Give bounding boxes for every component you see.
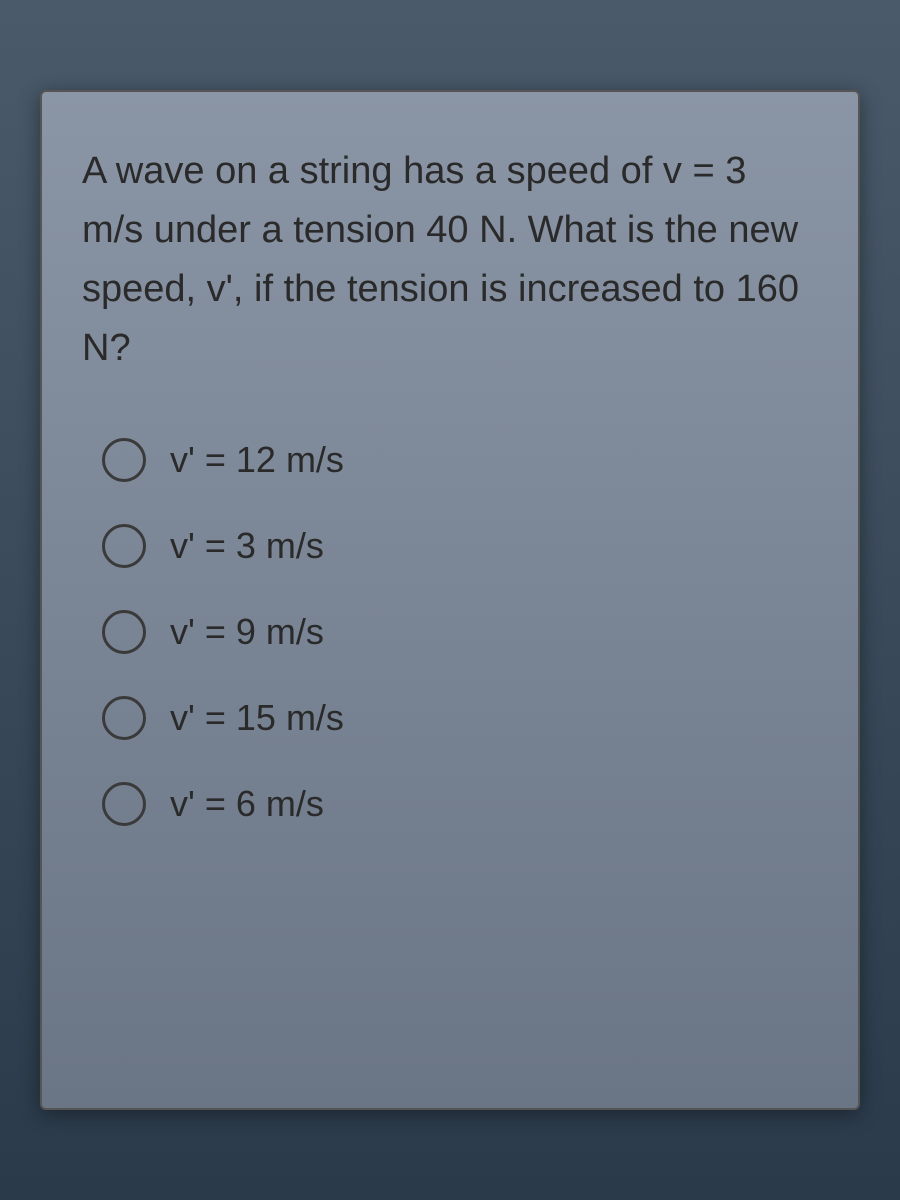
option-3[interactable]: v' = 15 m/s <box>102 696 818 740</box>
radio-icon[interactable] <box>102 438 146 482</box>
option-label: v' = 12 m/s <box>170 439 344 481</box>
radio-icon[interactable] <box>102 782 146 826</box>
radio-icon[interactable] <box>102 696 146 740</box>
option-label: v' = 9 m/s <box>170 611 324 653</box>
radio-icon[interactable] <box>102 524 146 568</box>
option-1[interactable]: v' = 3 m/s <box>102 524 818 568</box>
radio-icon[interactable] <box>102 610 146 654</box>
option-label: v' = 15 m/s <box>170 697 344 739</box>
option-label: v' = 3 m/s <box>170 525 324 567</box>
option-4[interactable]: v' = 6 m/s <box>102 782 818 826</box>
option-label: v' = 6 m/s <box>170 783 324 825</box>
question-text: A wave on a string has a speed of v = 3 … <box>82 142 818 378</box>
option-0[interactable]: v' = 12 m/s <box>102 438 818 482</box>
option-2[interactable]: v' = 9 m/s <box>102 610 818 654</box>
quiz-container: A wave on a string has a speed of v = 3 … <box>40 90 860 1110</box>
options-list: v' = 12 m/s v' = 3 m/s v' = 9 m/s v' = 1… <box>82 438 818 826</box>
